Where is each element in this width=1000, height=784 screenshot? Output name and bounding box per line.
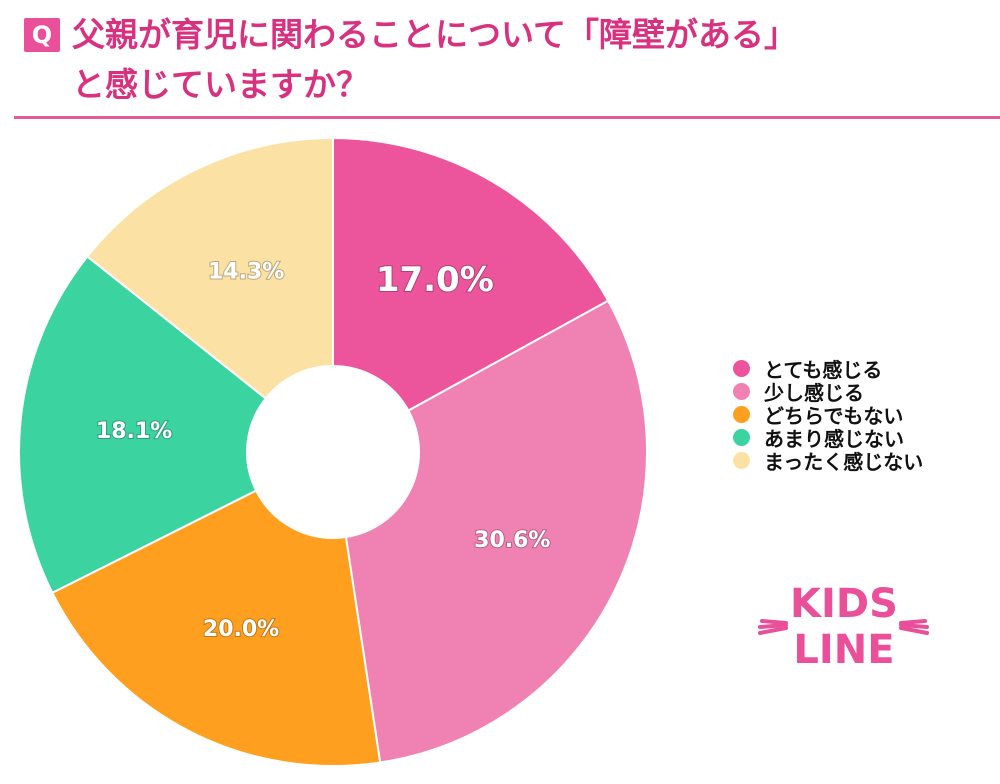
legend-item: どちらでもない [733, 403, 923, 428]
slice-label: 20.0% [203, 617, 279, 642]
slice-label: 30.6% [474, 528, 550, 553]
chart-legend: とても感じる 少し感じる どちらでもない あまり感じない まったく感じない [733, 357, 924, 474]
logo-text-bottom: LINE [793, 627, 894, 673]
page-title: 父親が育児に関わることについて「障壁がある」 と感じていますか？ [72, 10, 972, 110]
slice-label: 17.0% [376, 260, 494, 300]
legend-swatch [733, 452, 750, 469]
legend-item: 少し感じる [733, 380, 923, 405]
legend-label: とても感じる [764, 358, 883, 382]
pie-slice [344, 299, 648, 764]
legend-item: まったく感じない [733, 449, 924, 474]
title-divider [14, 116, 1000, 119]
title-line-2: と感じていますか？ [72, 65, 369, 104]
pie-slice [85, 136, 334, 400]
legend-swatch [733, 360, 750, 377]
pie-slice [18, 255, 268, 595]
pie-slice [50, 489, 382, 767]
pie-slice [332, 136, 610, 412]
legend-item: とても感じる [733, 357, 923, 382]
legend-label: どちらでもない [764, 404, 904, 428]
slice-label: 14.3% [208, 259, 284, 284]
legend-item: あまり感じない [733, 426, 923, 451]
slice-label: 18.1% [96, 419, 172, 444]
logo-text-top: KIDS [790, 581, 898, 627]
legend-label: あまり感じない [764, 427, 904, 451]
question-badge: Q [24, 18, 60, 52]
legend-swatch [733, 383, 750, 400]
legend-swatch [733, 429, 750, 446]
legend-swatch [733, 406, 750, 423]
title-line-1: 父親が育児に関わることについて「障壁がある」 [72, 15, 798, 54]
kidsline-logo: KIDS LINE [758, 581, 929, 673]
legend-label: 少し感じる [764, 381, 864, 405]
legend-label: まったく感じない [764, 450, 924, 474]
